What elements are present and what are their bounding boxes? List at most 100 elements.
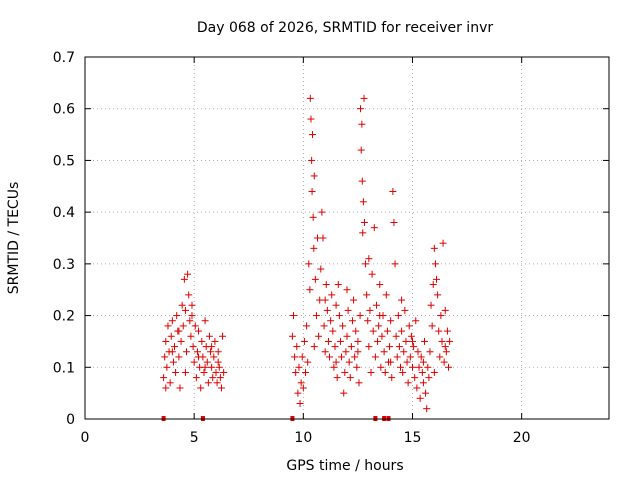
data-point — [175, 353, 183, 361]
data-point — [435, 327, 443, 335]
data-point — [405, 322, 413, 330]
data-point — [393, 353, 401, 361]
data-point — [175, 327, 183, 335]
data-point — [387, 358, 395, 366]
data-point — [290, 312, 298, 320]
data-point — [406, 353, 414, 361]
data-point — [162, 337, 170, 345]
data-point — [214, 348, 222, 356]
data-point — [189, 343, 197, 351]
data-point — [358, 120, 366, 128]
chart-title: Day 068 of 2026, SRMTID for receiver inv… — [197, 20, 493, 36]
data-point — [369, 327, 377, 335]
data-point — [309, 213, 317, 221]
data-point — [183, 348, 191, 356]
data-point — [306, 94, 314, 102]
data-point — [162, 384, 170, 392]
data-point — [311, 275, 319, 283]
data-point — [190, 358, 198, 366]
data-point — [180, 275, 188, 283]
data-point — [416, 394, 424, 402]
data-point — [348, 317, 356, 325]
data-point — [446, 337, 454, 345]
data-point — [399, 368, 407, 376]
data-point — [417, 353, 425, 361]
data-point — [209, 374, 217, 382]
data-point — [179, 322, 187, 330]
data-point — [411, 374, 419, 382]
data-point — [427, 301, 435, 309]
data-point — [410, 343, 418, 351]
data-point — [357, 146, 365, 154]
data-point — [215, 363, 223, 371]
data-point — [443, 327, 451, 335]
data-point — [293, 343, 301, 351]
data-point — [389, 187, 397, 195]
data-point — [401, 306, 409, 314]
data-point — [168, 348, 176, 356]
y-tick-label: 0.7 — [53, 50, 75, 66]
data-point — [211, 337, 219, 345]
data-point — [334, 281, 342, 289]
data-point — [195, 353, 203, 361]
data-point — [421, 337, 429, 345]
data-point — [351, 353, 359, 361]
data-point — [207, 348, 215, 356]
data-point — [404, 379, 412, 387]
data-point — [310, 343, 318, 351]
x-tick-label: 10 — [294, 430, 312, 446]
data-point — [342, 348, 350, 356]
data-point — [413, 384, 421, 392]
data-point — [355, 379, 363, 387]
data-point — [438, 337, 446, 345]
data-point — [294, 389, 302, 397]
data-point — [291, 353, 299, 361]
y-tick-label: 0.3 — [53, 257, 75, 273]
data-point — [402, 337, 410, 345]
data-point — [295, 363, 303, 371]
x-axis-label: GPS time / hours — [286, 458, 403, 474]
data-point — [188, 312, 196, 320]
y-axis-label: SRMTID / TECUs — [6, 182, 22, 295]
data-point — [419, 358, 427, 366]
data-point — [366, 306, 374, 314]
data-point — [359, 198, 367, 206]
data-point — [441, 306, 449, 314]
data-point — [370, 224, 378, 232]
data-point — [332, 301, 340, 309]
plot-frame — [84, 56, 610, 420]
data-point — [388, 374, 396, 382]
data-point — [425, 374, 433, 382]
y-tick-label: 0.1 — [53, 360, 75, 376]
data-point — [185, 291, 193, 299]
data-point — [445, 363, 453, 371]
grid-lines — [85, 57, 609, 419]
y-tick-label: 0.5 — [53, 153, 75, 169]
data-point — [419, 379, 427, 387]
data-point — [195, 327, 203, 335]
data-point — [201, 317, 209, 325]
data-point — [169, 358, 177, 366]
data-point — [338, 353, 346, 361]
data-point — [423, 405, 431, 413]
x-tick-label: 20 — [513, 430, 531, 446]
data-point — [217, 384, 225, 392]
data-point — [362, 260, 370, 268]
data-point — [213, 379, 221, 387]
axis-ticks — [84, 56, 609, 420]
data-point — [336, 337, 344, 345]
data-point — [383, 327, 391, 335]
data-point — [216, 374, 224, 382]
data-point — [164, 322, 172, 330]
data-point — [376, 312, 384, 320]
data-point — [375, 322, 383, 330]
data-point — [208, 363, 216, 371]
data-point — [326, 353, 334, 361]
data-point — [201, 363, 209, 371]
data-point — [343, 286, 351, 294]
data-point — [304, 358, 312, 366]
data-point — [358, 177, 366, 185]
data-point — [377, 363, 385, 371]
